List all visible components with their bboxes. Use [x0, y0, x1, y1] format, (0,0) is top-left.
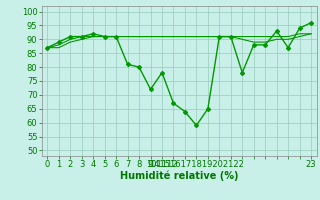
- X-axis label: Humidité relative (%): Humidité relative (%): [120, 171, 238, 181]
